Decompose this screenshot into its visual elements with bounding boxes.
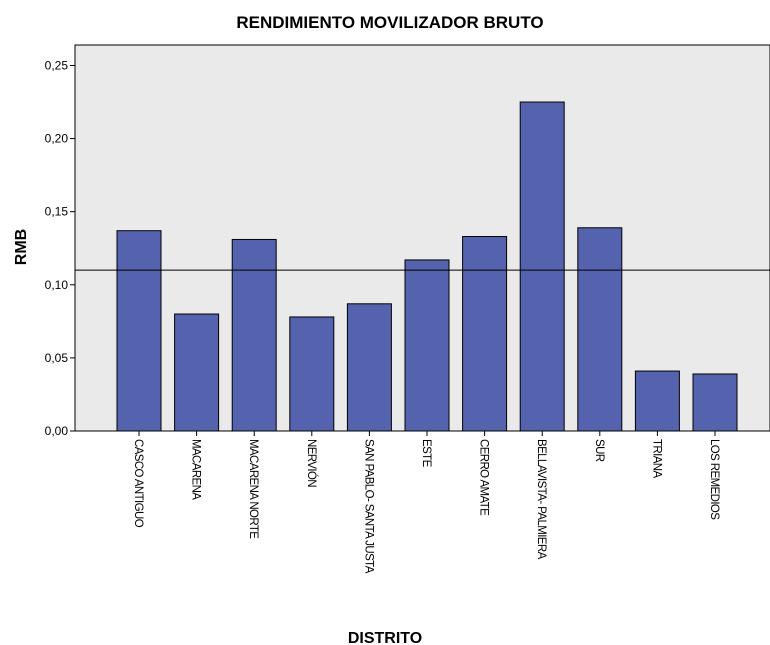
bar [519, 101, 565, 432]
x-tick-label: NERVIÓN [305, 439, 318, 487]
chart-title: RENDIMIENTO MOVILIZADOR BRUTO [236, 13, 543, 32]
x-tick-label: SUR [593, 439, 605, 462]
x-tick-label: SAN PABLO- SANTA JUSTA [362, 439, 374, 574]
bar [231, 238, 277, 432]
y-axis-label: RMB [13, 229, 30, 265]
bar [634, 370, 680, 432]
x-tick-label: CASCO ANTIGUO [132, 439, 144, 528]
y-tick-label: 0,10 [45, 278, 69, 292]
bar [577, 227, 623, 432]
bar [462, 236, 508, 432]
y-tick-label: 0,05 [45, 351, 69, 365]
x-tick-label: ESTE [420, 439, 432, 468]
bar [404, 259, 450, 432]
x-tick-label: MACARENA NORTE [247, 439, 259, 539]
x-tick-label: MACARENA [190, 439, 202, 500]
y-tick-label: 0,00 [45, 424, 69, 438]
bar [692, 373, 738, 432]
bar [289, 316, 335, 432]
bar [346, 303, 392, 432]
y-tick-label: 0,20 [45, 132, 69, 146]
x-tick-label: TRIANA [650, 439, 662, 479]
bar [174, 313, 220, 432]
x-tick-label: CERRO AMATE [478, 439, 490, 516]
x-tick-label: BELLAVISTA- PALMIERA [535, 439, 547, 560]
y-tick-label: 0,15 [45, 205, 69, 219]
bar [116, 230, 162, 432]
x-tick-label: LOS REMEDIOS [708, 439, 720, 520]
y-tick-label: 0,25 [45, 58, 69, 72]
x-axis-label: DISTRITO [348, 630, 422, 645]
